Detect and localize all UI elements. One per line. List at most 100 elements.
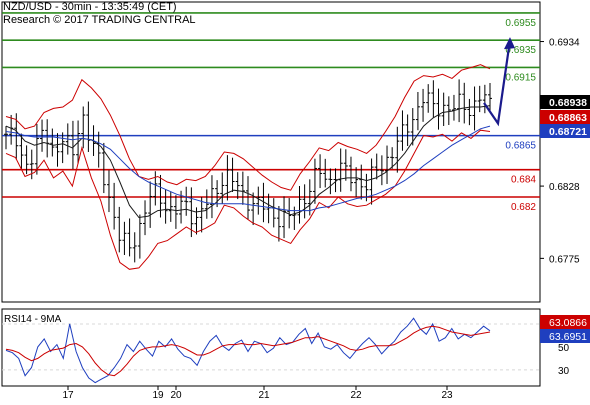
ohlc-bar [415,91,420,131]
price-pane-frame [1,1,541,303]
ohlc-bar [230,157,235,193]
rsi-axis-label-1: 50 [558,343,570,354]
time-axis-label-5: 23 [441,390,453,400]
level-label-2: 0.6915 [505,72,536,83]
ohlc-bar [395,126,400,173]
ohlc-bar [369,158,374,205]
ohlc-bar [106,170,111,213]
ohlc-bar [338,148,343,192]
time-axis-label-1: 19 [152,390,164,400]
ohlc-bar [163,189,168,224]
rsi-axis-label-2: 30 [558,366,570,377]
price-axis-label-0: 0.6934 [549,38,580,49]
ohlc-bar [261,182,266,223]
ohlc-bar [297,186,302,224]
ohlc-bar [235,172,240,200]
last-price-badge-bg [540,95,590,109]
ohlc-bar [400,110,405,151]
ohlc-bar [209,175,214,219]
ohlc-bar [251,192,256,226]
level-label-0: 0.6955 [505,18,536,29]
ohlc-bar [426,84,431,113]
last-price-badge: 0.68938 [540,95,590,109]
ohlc-bar [50,128,55,157]
indicator-badge-blue-text: 0.68721 [549,126,587,138]
ohlc-bar [4,126,8,150]
price-axis-label-3: 0.6775 [549,254,580,265]
ohlc-bar [148,181,153,228]
ohlc-bar [287,198,292,229]
indicator-badge-blue: 0.68721 [540,124,590,138]
ohlc-bar [34,123,39,175]
ohlc-bar [477,85,482,113]
ohlc-bar [354,167,359,198]
ohlc-bar [410,108,415,146]
ohlc-bar [117,206,122,253]
ohlc-bar [45,119,50,158]
rsi-title: RSI14 - 9MA [4,314,62,325]
ohlc-bar [96,131,101,168]
rsi-badge-red-text: 63.0866 [549,317,587,329]
rsi-badge-blue-bg [540,329,590,343]
ohlc-bar [462,82,467,124]
ohlc-bar [307,179,312,216]
ohlc-bar [379,155,384,186]
ohlc-bar [240,171,245,205]
rsi-badge-red-bg [540,315,590,329]
indicator-badge-red: 0.68863 [540,110,590,124]
ohlc-bar [60,132,65,164]
indicator-badge-red-bg [540,110,590,124]
time-axis-label-3: 21 [258,390,270,400]
ohlc-bar [436,88,441,130]
ohlc-bar [302,184,307,219]
ohlc-bar [256,186,261,215]
indicator-badge-red-text: 0.68863 [549,112,587,124]
ohlc-bar [173,195,178,229]
ohlc-bar [204,189,209,219]
ohlc-bar [55,133,60,167]
ohlc-bar [405,114,410,147]
ohlc-bar [271,198,276,228]
indicator-badge-blue-bg [540,124,590,138]
ohlc-bar [467,98,472,126]
rsi-pane-frame [1,308,541,387]
level-label-5: 0.682 [511,202,536,213]
chart-symbol-title: NZD/USD - 30min - 13:35:49 (CET) [3,1,177,13]
ohlc-bar [246,176,250,220]
ohlc-bar [14,113,19,160]
rsi-badge-red: 63.0866 [540,315,590,329]
ohlc-bar [359,164,364,200]
ohlc-bar [348,156,353,192]
bollinger-lower-line [5,129,491,270]
price-axis-label-2: 0.6828 [549,182,580,193]
ohlc-bar [127,218,132,257]
ohlc-bar [318,154,323,189]
ohlc-bar [220,172,225,204]
forecast-arrowhead [504,37,515,50]
ohlc-bar [390,147,395,169]
ohlc-bar [482,84,487,114]
rsi-ma-line [5,325,491,377]
trend-average-line [5,125,491,212]
price-bars [4,79,492,263]
ohlc-bar [81,106,86,149]
ohlc-bar [179,190,184,224]
ohlc-bar [276,205,281,242]
ohlc-bar [441,92,446,127]
ohlc-bar [451,94,456,121]
level-label-1: 0.6935 [505,45,536,56]
ohlc-bar [86,101,91,152]
ohlc-bar [112,182,117,230]
ohlc-bar [199,196,204,233]
chart-copyright: Research © 2017 TRADING CENTRAL [3,14,196,26]
ohlc-bar [70,120,75,170]
ohlc-bar [446,96,451,125]
level-label-3: 0.6865 [505,141,536,152]
ohlc-bar [431,80,436,118]
ohlc-bar [488,82,492,113]
ohlc-bar [19,133,24,169]
ohlc-bar [189,187,194,238]
rsi-badge-blue-text: 63.6951 [549,331,587,343]
